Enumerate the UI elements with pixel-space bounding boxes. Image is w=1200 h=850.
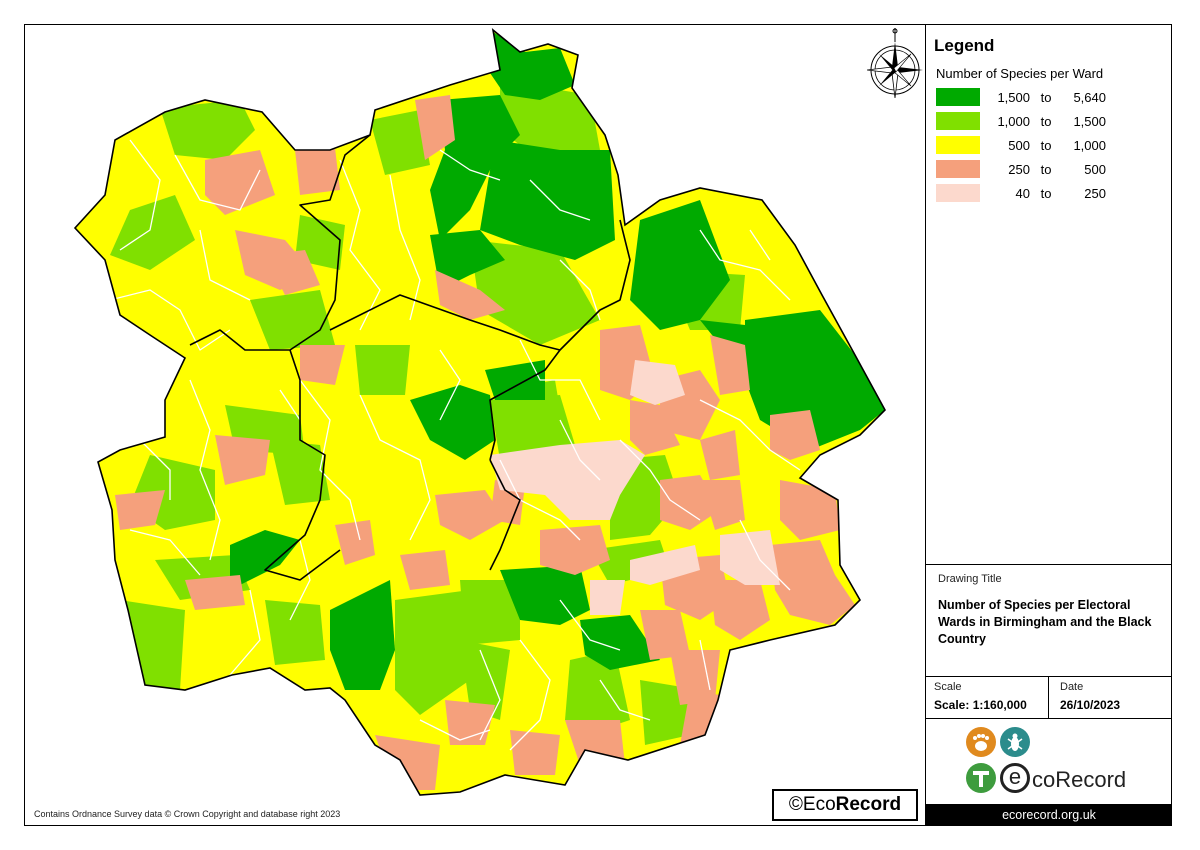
legend-swatch bbox=[936, 136, 980, 154]
legend-range-high: 250 bbox=[1084, 186, 1106, 201]
legend-range-low: 1,000 bbox=[997, 114, 1030, 129]
legend-item: 1,000 to 1,500 bbox=[936, 112, 1166, 132]
legend-range-low: 500 bbox=[1008, 138, 1030, 153]
date-value: 26/10/2023 bbox=[1060, 698, 1121, 712]
drawing-title-box: Drawing Title Number of Species per Elec… bbox=[926, 564, 1172, 676]
legend-swatch bbox=[936, 160, 980, 178]
class-1000-1500-wards bbox=[110, 80, 745, 745]
ecorecord-brand: coRecord bbox=[1032, 767, 1127, 792]
badge-prefix: ©Eco bbox=[788, 794, 836, 815]
date-label: Date bbox=[1060, 681, 1084, 693]
ecorecord-badge: ©EcoRecord bbox=[772, 789, 918, 821]
map-frame bbox=[24, 24, 1172, 826]
legend-item: 1,500 to 5,640 bbox=[936, 88, 1166, 108]
legend-range-to: to bbox=[1040, 90, 1052, 105]
legend-item: 40 to 250 bbox=[936, 184, 1166, 204]
class-1500-5640-wards bbox=[230, 30, 885, 690]
scale-date-divider bbox=[1048, 677, 1049, 718]
badger-paw-icon bbox=[966, 727, 996, 757]
ecorecord-e-logo: e bbox=[1000, 763, 1030, 793]
insect-icon bbox=[1000, 727, 1030, 757]
ward-map-svg bbox=[74, 29, 886, 796]
legend-subtitle: Number of Species per Ward bbox=[936, 66, 1104, 81]
legend-range-high: 1,000 bbox=[1073, 138, 1106, 153]
legend-range-to: to bbox=[1040, 114, 1052, 129]
legend-range-to: to bbox=[1040, 138, 1052, 153]
scale-date-box: Scale Scale: 1:160,000 Date 26/10/2023 bbox=[926, 676, 1172, 718]
drawing-title-label: Drawing Title bbox=[938, 573, 1002, 585]
ward-boundaries bbox=[109, 139, 801, 751]
scale-value: Scale: 1:160,000 bbox=[934, 698, 1027, 712]
side-panel: Legend Number of Species per Ward 1,500 … bbox=[925, 24, 1172, 826]
legend-range-to: to bbox=[1040, 162, 1052, 177]
legend-range-high: 500 bbox=[1084, 162, 1106, 177]
map-copyright: Contains Ordnance Survey data © Crown Co… bbox=[34, 809, 341, 819]
scale-label: Scale bbox=[934, 681, 962, 693]
class-40-250-wards bbox=[490, 360, 780, 615]
legend-range-low: 250 bbox=[1008, 162, 1030, 177]
district-boundaries bbox=[189, 134, 631, 581]
ecorecord-url[interactable]: ecorecord.org.uk bbox=[926, 804, 1172, 826]
badge-bold: Record bbox=[835, 794, 902, 815]
legend-swatch bbox=[936, 88, 980, 106]
legend-swatch bbox=[936, 112, 980, 130]
legend-range-high: 5,640 bbox=[1073, 90, 1106, 105]
legend-swatch bbox=[936, 184, 980, 202]
legend-range-to: to bbox=[1040, 186, 1052, 201]
drawing-title: Number of Species per Electoral Wards in… bbox=[938, 598, 1152, 646]
legend-range-low: 1,500 bbox=[997, 90, 1030, 105]
legend-range-low: 40 bbox=[1015, 186, 1030, 201]
logo-box: e coRecord ecorecord.org.uk bbox=[926, 718, 1172, 826]
legend-item: 500 to 1,000 bbox=[936, 136, 1166, 156]
compass-rose-icon bbox=[867, 28, 923, 99]
legend-title: Legend bbox=[934, 36, 995, 55]
legend-range-high: 1,500 bbox=[1073, 114, 1106, 129]
plant-icon bbox=[966, 763, 996, 793]
ward-polygons bbox=[75, 30, 885, 795]
ward-map[interactable] bbox=[24, 24, 925, 826]
legend-item: 250 to 500 bbox=[936, 160, 1166, 180]
